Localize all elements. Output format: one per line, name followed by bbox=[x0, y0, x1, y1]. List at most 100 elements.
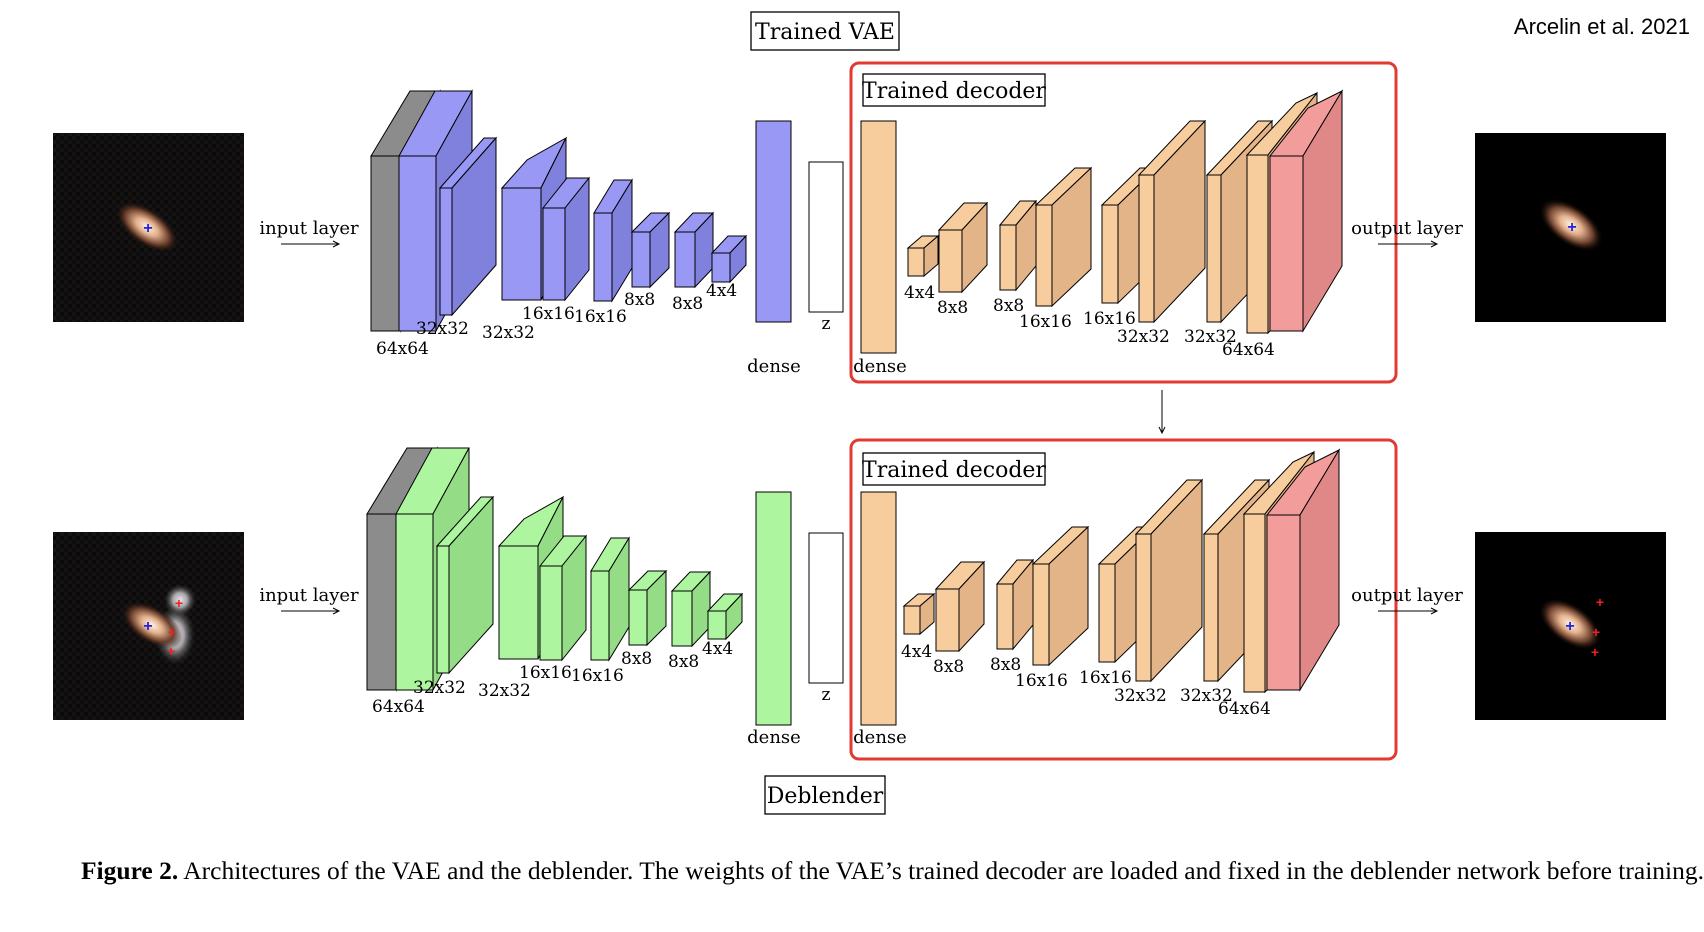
layer-block bbox=[630, 211, 671, 289]
layer-block bbox=[1137, 119, 1207, 324]
deblender-dense-label: dense bbox=[747, 727, 801, 748]
size-label: 8x8 bbox=[668, 652, 699, 672]
size-label: 32x32 bbox=[482, 323, 535, 343]
detection-marker-icon: + bbox=[167, 643, 175, 659]
size-label: 8x8 bbox=[990, 655, 1021, 675]
deblender-output-label: output layer bbox=[1351, 585, 1463, 606]
deblender-encoder bbox=[366, 446, 744, 692]
size-label: 8x8 bbox=[624, 290, 655, 310]
vae-decoder-highlight bbox=[849, 61, 1398, 384]
layer-block bbox=[934, 560, 986, 653]
size-label: 8x8 bbox=[672, 294, 703, 314]
center-marker-icon: + bbox=[143, 618, 152, 635]
layer-block bbox=[995, 558, 1035, 651]
vae-z-label: z bbox=[822, 314, 831, 334]
layer-block bbox=[1031, 525, 1090, 667]
size-label: 32x32 bbox=[416, 319, 469, 339]
layer-block bbox=[541, 176, 591, 302]
vae-decoder-title: Trained decoder bbox=[862, 79, 1046, 104]
figure-caption: Figure 2. Architectures of the VAE and t… bbox=[0, 856, 1704, 886]
detection-marker-icon: + bbox=[1591, 644, 1599, 660]
vae-latent-z bbox=[808, 161, 844, 313]
center-marker-icon: + bbox=[1567, 219, 1576, 236]
layer-block bbox=[435, 495, 495, 675]
layer-block bbox=[673, 211, 715, 289]
layer-block bbox=[1034, 166, 1093, 308]
layer-block bbox=[593, 178, 633, 303]
size-label: 4x4 bbox=[901, 642, 932, 662]
vae-row: Trained VAE + input layer bbox=[53, 11, 1666, 384]
vae-input-label: input layer bbox=[259, 218, 359, 239]
deblender-dense-layer bbox=[755, 491, 792, 726]
vae-decoder bbox=[860, 89, 1344, 354]
size-label: 16x16 bbox=[1019, 312, 1072, 332]
layer-block bbox=[590, 536, 630, 662]
decoder-dense-layer bbox=[860, 491, 897, 726]
output-layer-block bbox=[1265, 448, 1341, 692]
size-label: 32x32 bbox=[1184, 327, 1237, 347]
center-marker-icon: + bbox=[143, 220, 152, 237]
size-label: 32x32 bbox=[413, 678, 466, 698]
deblender-output-image: + + + + bbox=[1475, 532, 1666, 720]
deblender-decoder-dense-label: dense bbox=[853, 727, 907, 748]
layer-block bbox=[497, 495, 565, 660]
attribution: Arcelin et al. 2021 bbox=[1514, 14, 1690, 39]
detection-marker-icon: + bbox=[1592, 624, 1600, 640]
deblender-title: Deblender bbox=[767, 784, 884, 809]
size-label: 32x32 bbox=[1117, 327, 1170, 347]
caption-text: Architectures of the VAE and the deblend… bbox=[178, 856, 1704, 885]
deblender-z-label: z bbox=[822, 685, 831, 705]
size-label: 32x32 bbox=[1180, 686, 1233, 706]
detection-marker-icon: + bbox=[1596, 594, 1604, 610]
vae-title-box bbox=[750, 11, 900, 51]
deblender-decoder-highlight bbox=[849, 438, 1398, 761]
deblender-decoder-title-box bbox=[862, 452, 1046, 486]
size-label: 4x4 bbox=[706, 281, 737, 301]
layer-block bbox=[998, 199, 1038, 292]
size-label: 16x16 bbox=[1083, 309, 1136, 329]
size-label: 16x16 bbox=[571, 666, 624, 686]
size-label: 16x16 bbox=[574, 307, 627, 327]
deblender-decoder bbox=[860, 448, 1341, 726]
vae-decoder-title-box bbox=[862, 73, 1046, 107]
layer-block bbox=[1134, 478, 1204, 683]
deblender-input-label: input layer bbox=[259, 585, 359, 606]
vae-encoder bbox=[370, 89, 748, 333]
size-label: 64x64 bbox=[376, 339, 429, 359]
center-marker-icon: + bbox=[1565, 618, 1574, 635]
size-label: 16x16 bbox=[1015, 671, 1068, 691]
vae-output-label: output layer bbox=[1351, 218, 1463, 239]
size-label: 4x4 bbox=[702, 639, 733, 659]
layer-block bbox=[902, 592, 936, 636]
output-layer-block bbox=[1268, 89, 1344, 333]
vae-title: Trained VAE bbox=[755, 20, 895, 45]
size-label: 4x4 bbox=[904, 283, 935, 303]
size-label: 8x8 bbox=[621, 649, 652, 669]
vae-dense-layer bbox=[755, 120, 792, 323]
layer-block bbox=[670, 570, 712, 648]
size-label: 16x16 bbox=[522, 304, 575, 324]
size-label: 8x8 bbox=[937, 298, 968, 318]
layer-block bbox=[906, 234, 940, 278]
layer-block bbox=[937, 201, 989, 294]
size-label: 64x64 bbox=[1222, 340, 1275, 360]
size-label: 64x64 bbox=[1218, 699, 1271, 719]
vae-decoder-dense-label: dense bbox=[853, 356, 907, 377]
layer-block bbox=[627, 569, 668, 647]
vae-input-image: + bbox=[53, 133, 244, 322]
size-label: 64x64 bbox=[372, 697, 425, 717]
deblender-decoder-title: Trained decoder bbox=[862, 458, 1046, 483]
deblender-row: + + + + input layer bbox=[53, 438, 1666, 815]
size-label: 16x16 bbox=[1079, 668, 1132, 688]
deblender-latent-z bbox=[808, 532, 844, 684]
size-label: 8x8 bbox=[933, 657, 964, 677]
size-label: 16x16 bbox=[519, 663, 572, 683]
decoder-dense-layer bbox=[860, 120, 897, 354]
layer-block bbox=[438, 136, 498, 317]
deblender-title-box bbox=[764, 775, 886, 815]
layer-block bbox=[706, 592, 744, 641]
size-label: 32x32 bbox=[478, 681, 531, 701]
vae-output-image: + bbox=[1475, 133, 1666, 322]
size-label: 32x32 bbox=[1114, 686, 1167, 706]
